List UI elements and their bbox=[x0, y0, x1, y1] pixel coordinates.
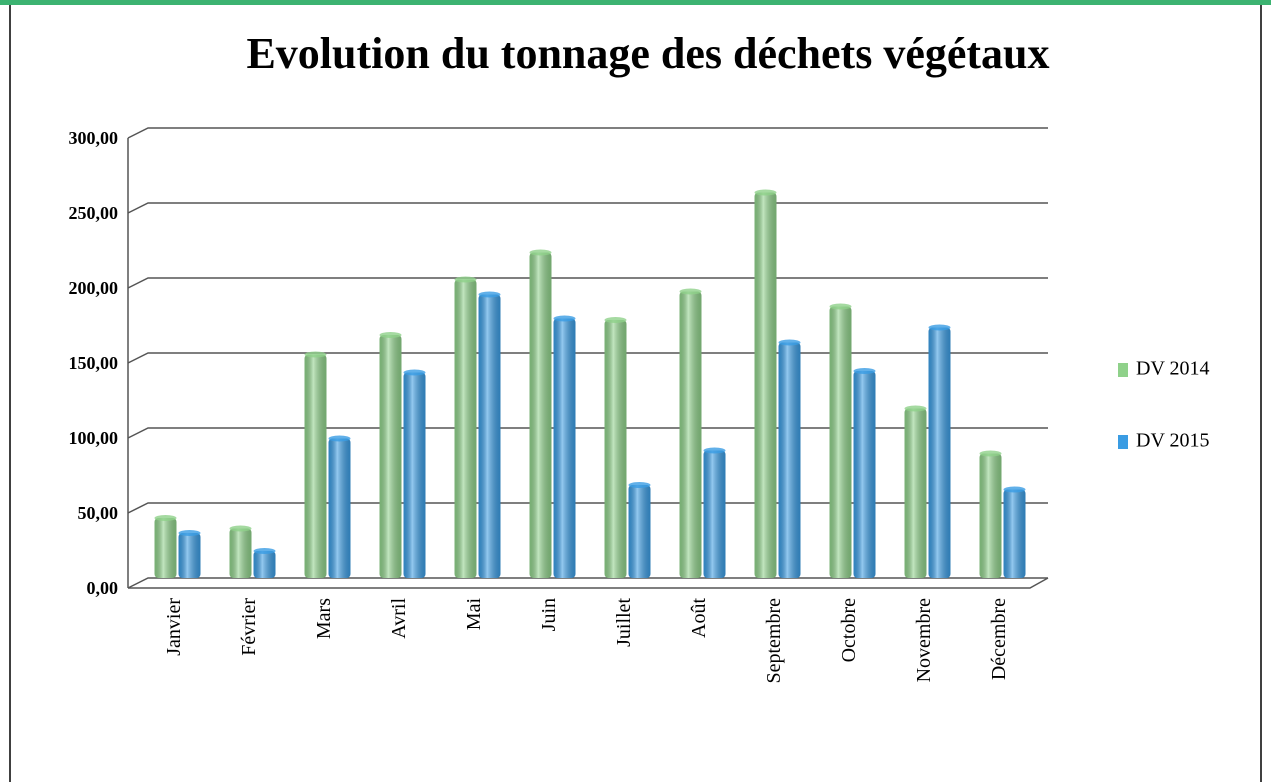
bar bbox=[178, 533, 201, 578]
bar-cap bbox=[928, 324, 951, 331]
chart-title: Evolution du tonnage des déchets végétau… bbox=[246, 29, 1049, 78]
top-border bbox=[0, 0, 1271, 5]
bar bbox=[904, 408, 927, 578]
bar bbox=[628, 485, 651, 578]
legend-label: DV 2014 bbox=[1136, 358, 1210, 380]
legend-label: DV 2015 bbox=[1136, 430, 1210, 452]
bar bbox=[703, 450, 726, 578]
x-tick-label: Novembre bbox=[913, 598, 935, 683]
grid-line bbox=[127, 352, 1048, 364]
bar-cap bbox=[529, 249, 552, 256]
bar bbox=[1003, 489, 1026, 578]
grid-line bbox=[127, 202, 1048, 214]
bar-cap bbox=[853, 368, 876, 374]
bar-cap bbox=[604, 317, 627, 323]
bar-cap bbox=[178, 530, 201, 536]
bar bbox=[778, 342, 801, 578]
bar-cap bbox=[778, 339, 801, 346]
bar bbox=[229, 528, 252, 578]
y-tick-label: 200,00 bbox=[69, 278, 119, 298]
bar-cap bbox=[229, 525, 252, 532]
x-tick-label: Août bbox=[688, 598, 710, 638]
bar-cap bbox=[679, 288, 702, 295]
grid-line bbox=[127, 502, 1048, 514]
x-tick-label: Février bbox=[238, 598, 260, 656]
bar-cap bbox=[328, 435, 351, 442]
x-tick-label: Mai bbox=[463, 598, 485, 631]
bar bbox=[679, 291, 702, 578]
bar bbox=[529, 252, 552, 578]
bar bbox=[304, 354, 327, 578]
bar-cap bbox=[979, 450, 1002, 457]
x-tick-label: Septembre bbox=[763, 598, 785, 684]
grid-line bbox=[127, 427, 1048, 439]
bar-cap bbox=[379, 332, 402, 338]
grid-line bbox=[127, 127, 1048, 139]
bar bbox=[154, 518, 177, 578]
bar-cap bbox=[1003, 486, 1026, 493]
bar-cap bbox=[553, 315, 576, 322]
bar bbox=[979, 453, 1002, 578]
bar bbox=[553, 318, 576, 578]
bar-cap bbox=[304, 351, 327, 358]
bar bbox=[403, 372, 426, 578]
x-tick-label: Juillet bbox=[613, 598, 635, 647]
bar bbox=[328, 438, 351, 578]
bar-cap bbox=[628, 482, 651, 488]
y-tick-label: 50,00 bbox=[78, 503, 119, 523]
x-tick-label: Mars bbox=[313, 598, 335, 639]
y-tick-label: 300,00 bbox=[69, 128, 119, 148]
bar bbox=[454, 279, 477, 578]
floor-edge bbox=[128, 577, 1049, 589]
bar bbox=[379, 335, 402, 578]
bar-cap bbox=[829, 303, 852, 310]
bar bbox=[754, 192, 777, 578]
y-tick-label: 100,00 bbox=[69, 428, 119, 448]
x-tick-label: Décembre bbox=[988, 598, 1010, 680]
bar bbox=[853, 371, 876, 578]
bar bbox=[478, 294, 501, 578]
x-tick-label: Janvier bbox=[163, 598, 185, 656]
grid-line bbox=[127, 277, 1048, 289]
bar bbox=[928, 327, 951, 578]
x-tick-label: Juin bbox=[538, 598, 560, 631]
bar-cap bbox=[478, 291, 501, 298]
bar-cap bbox=[403, 369, 426, 376]
y-tick-label: 150,00 bbox=[69, 353, 119, 373]
y-tick-label: 250,00 bbox=[69, 203, 119, 223]
x-tick-label: Octobre bbox=[838, 598, 860, 663]
bar bbox=[253, 551, 276, 578]
bar-cap bbox=[754, 189, 777, 196]
legend-marker bbox=[1118, 435, 1128, 449]
grid-line bbox=[127, 577, 1048, 589]
bar-cap bbox=[703, 447, 726, 454]
bar-cap bbox=[454, 276, 477, 283]
bar bbox=[829, 306, 852, 578]
bar-cap bbox=[154, 515, 177, 521]
x-tick-label: Avril bbox=[388, 598, 410, 639]
bar-cap bbox=[904, 405, 927, 412]
bar bbox=[604, 320, 627, 578]
y-tick-label: 0,00 bbox=[87, 578, 119, 598]
bar-cap bbox=[253, 548, 276, 554]
legend-marker bbox=[1118, 363, 1128, 377]
